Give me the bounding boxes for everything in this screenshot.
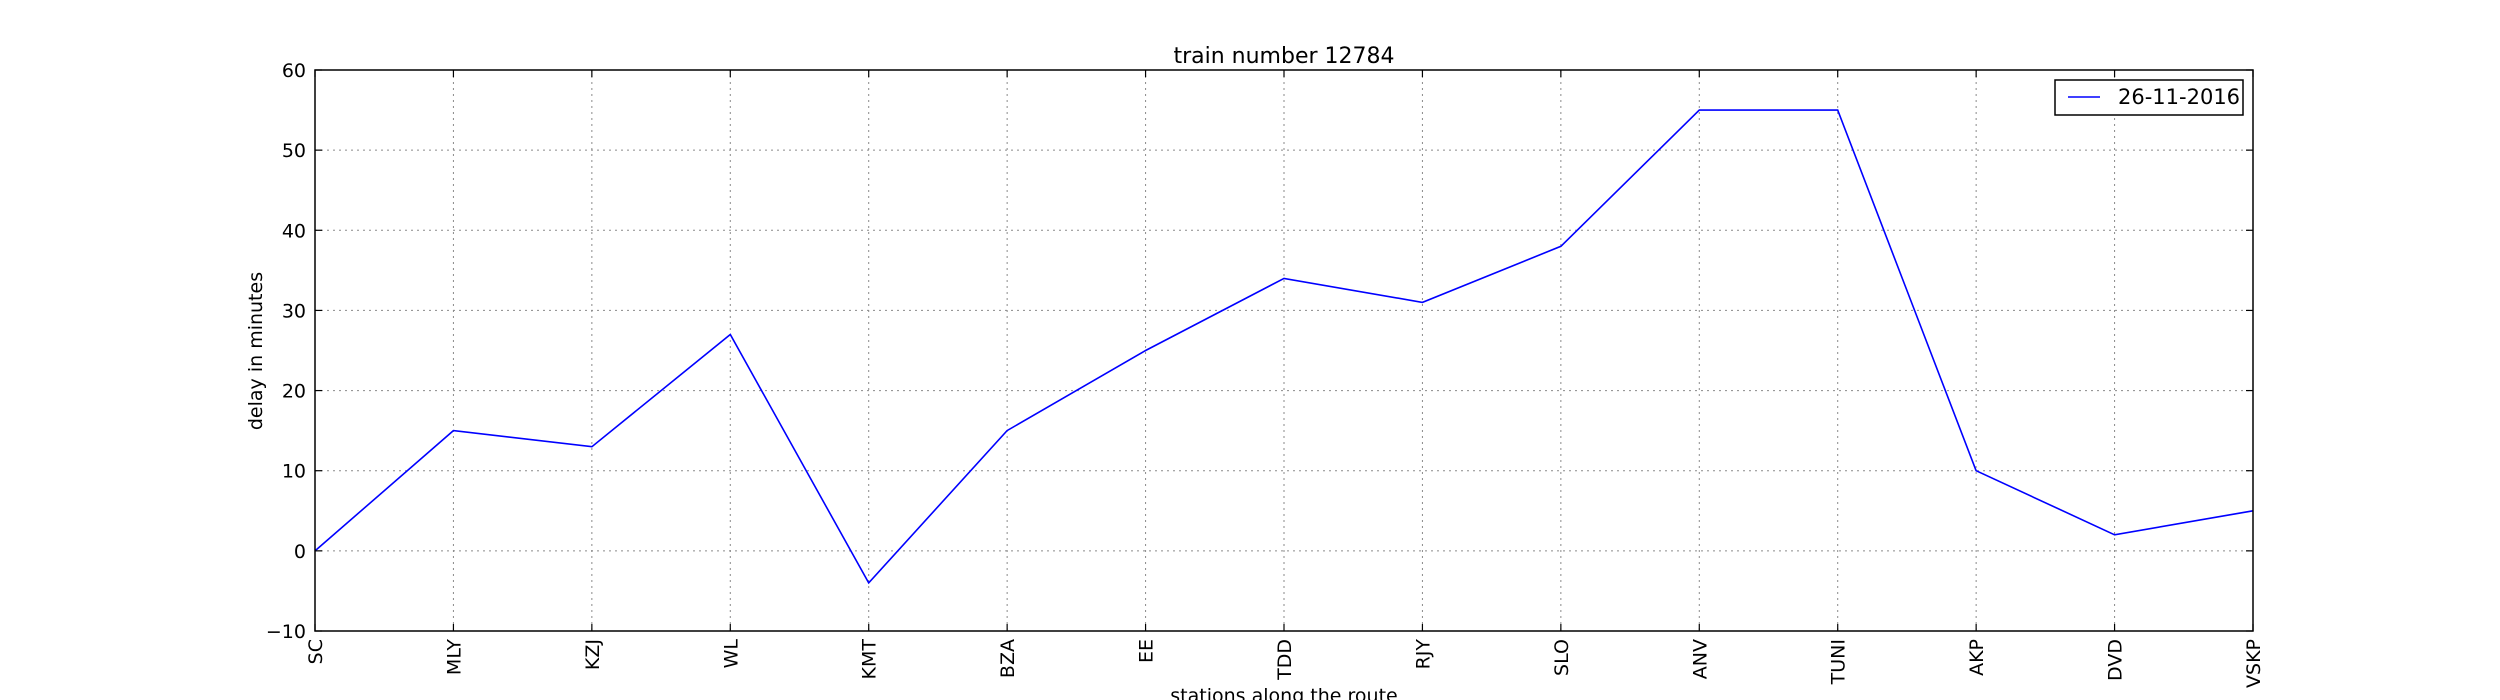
y-tick-label: 40 [282, 220, 306, 242]
x-tick-label: EE [1136, 639, 1158, 663]
series-line [314, 109, 2254, 585]
x-tick-label: TUNI [1828, 639, 1850, 685]
x-tick-label: KZJ [582, 639, 604, 670]
legend-label: 26-11-2016 [2118, 85, 2240, 109]
x-tick-label: WL [720, 639, 742, 669]
x-tick-label: AKP [1966, 639, 1988, 676]
x-tick-label: RJY [1412, 639, 1434, 670]
x-tick-label: SC [305, 639, 327, 664]
x-tick-label: SLO [1551, 639, 1573, 676]
axis-ticks: −10 0 10 20 30 40 50 60 SC MLY KZJ WL KMT BZA EE TDD RJY… [266, 60, 2265, 688]
x-tick-label: BZA [997, 639, 1019, 678]
y-tick-label: 20 [282, 381, 306, 403]
y-tick-label: 60 [282, 60, 306, 82]
x-tick-label: VSKP [2243, 639, 2265, 688]
y-tick-label: 50 [282, 140, 306, 162]
chart-title: train number 12784 [1173, 44, 1394, 69]
y-tick-label: 30 [282, 300, 306, 322]
x-tick-label: TDD [1274, 639, 1296, 681]
legend: 26-11-2016 [2054, 79, 2244, 116]
x-tick-label: ANV [1689, 639, 1711, 679]
x-tick-label: MLY [443, 639, 465, 675]
series-lines [314, 109, 2254, 585]
x-tick-label: DVD [2105, 639, 2127, 681]
y-tick-label: 0 [294, 541, 306, 563]
y-axis-title: delay in minutes [245, 272, 267, 430]
y-tick-label: −10 [266, 621, 306, 643]
x-tick-label: KMT [859, 639, 881, 680]
x-axis-title: stations along the route [1170, 685, 1397, 700]
grid-lines [315, 70, 2253, 631]
y-tick-label: 10 [282, 461, 306, 483]
